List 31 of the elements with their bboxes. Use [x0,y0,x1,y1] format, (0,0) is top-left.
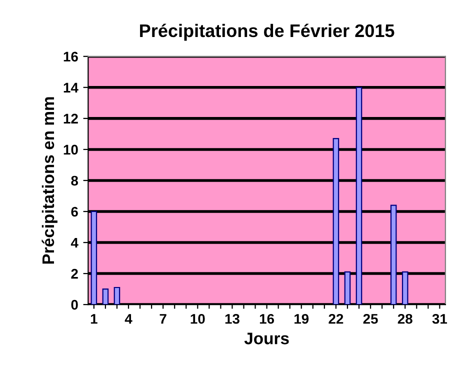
y-tick-label: 14 [64,82,78,92]
bar [390,204,397,305]
bar [356,86,362,305]
y-tick-label: 16 [64,52,78,62]
bar [402,271,408,305]
x-tick-label: 25 [363,314,378,324]
x-tick-label: 10 [190,314,205,324]
x-tick-label: 19 [294,314,309,324]
x-tick-label: 13 [225,314,240,324]
x-axis-title: Jours [244,332,289,344]
x-tick-label: 31 [432,314,448,324]
x-tick-label: 16 [260,314,274,324]
y-tick-label: 8 [71,176,78,186]
x-tick-label: 4 [124,314,132,324]
y-tick-label: 12 [64,114,78,124]
bar [332,138,340,305]
x-tick-label: 22 [328,314,344,324]
y-axis-title: Précipitations en mm [42,97,58,264]
chart-title: Précipitations de Février 2015 [140,24,394,41]
y-tick-label: 6 [71,206,78,217]
x-tick-label: 7 [160,314,166,324]
y-tick-label: 4 [70,238,78,248]
bar [344,271,351,305]
bar [90,210,98,305]
y-tick-label: 0 [71,300,78,310]
bar [114,286,120,305]
bar [102,288,109,305]
x-tick-label: 1 [90,314,98,324]
y-tick-label: 10 [64,144,78,155]
y-tick-label: 2 [71,268,78,279]
x-tick-label: 28 [398,314,412,324]
